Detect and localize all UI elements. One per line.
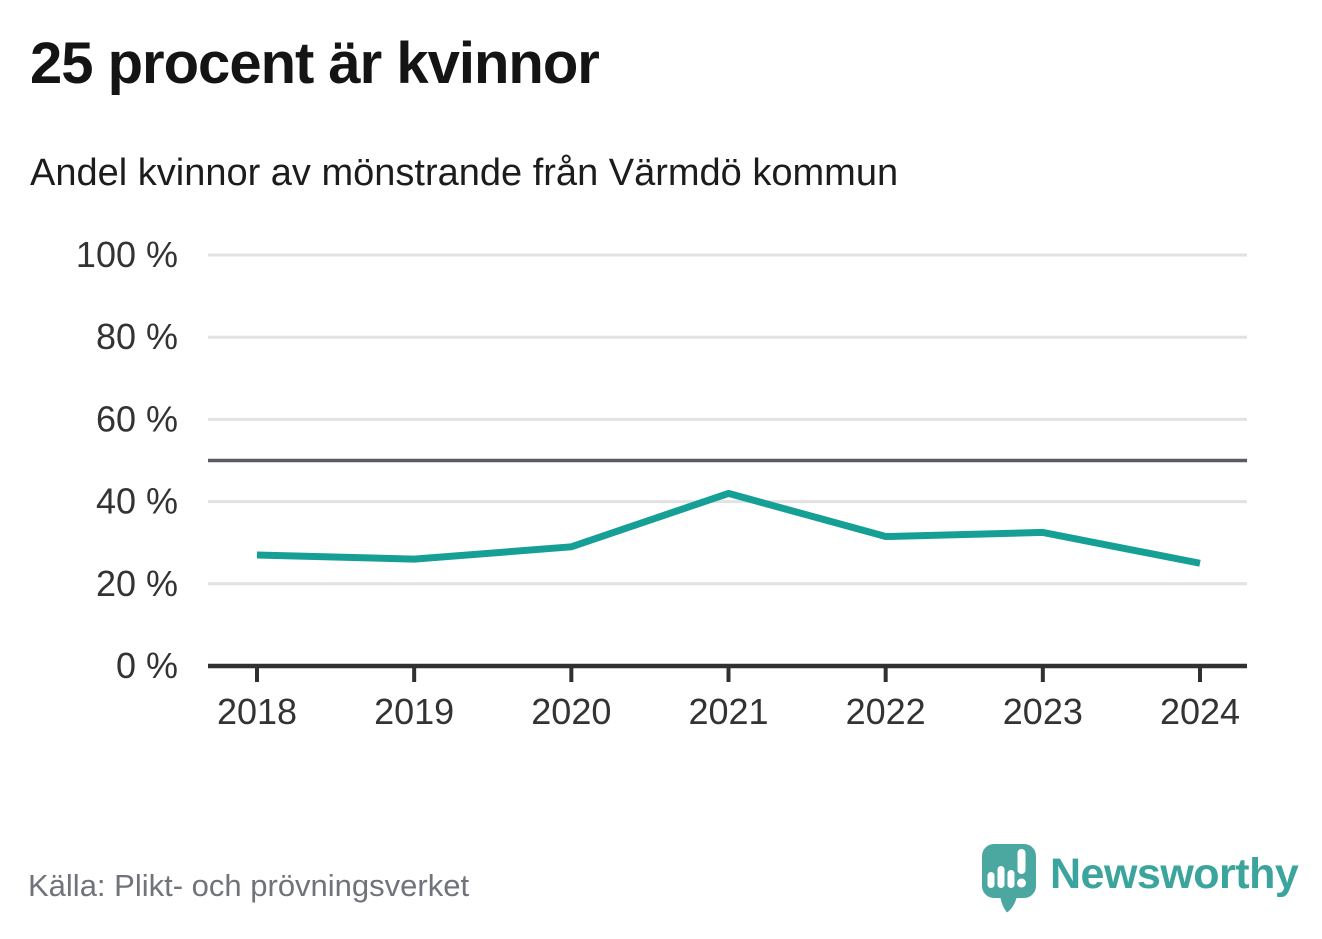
data-line xyxy=(256,489,1201,567)
logo-exclamation-dot xyxy=(1017,878,1026,888)
newsworthy-logo: Newsworthy xyxy=(978,842,1299,918)
y-axis-label: 20 % xyxy=(96,563,178,604)
source-attribution: Källa: Plikt- och prövningsverket xyxy=(28,868,470,903)
x-axis-label: 2022 xyxy=(846,691,926,732)
logo-bar-1 xyxy=(987,872,995,888)
logo-bar-3 xyxy=(1007,870,1015,888)
page-title: 25 procent är kvinnor xyxy=(30,31,600,96)
x-axis-label: 2023 xyxy=(1003,691,1083,732)
y-axis-label: 100 % xyxy=(76,234,178,275)
y-axis-label: 60 % xyxy=(96,398,178,439)
x-axis-label: 2019 xyxy=(374,691,454,732)
newsworthy-wordmark: Newsworthy xyxy=(1050,850,1299,898)
newsworthy-logo-icon xyxy=(982,844,1036,913)
x-axis-label: 2024 xyxy=(1160,691,1240,732)
x-axis-label: 2018 xyxy=(217,691,297,732)
logo-bar-2 xyxy=(997,866,1005,888)
y-axis-label: 80 % xyxy=(96,316,178,357)
logo-exclamation-bar xyxy=(1017,849,1026,874)
x-axis-label: 2020 xyxy=(531,691,611,732)
y-axis-label: 0 % xyxy=(116,645,178,686)
x-axis-label: 2021 xyxy=(688,691,768,732)
line-chart: 0 % 20 % 40 % 60 % 80 % 100 % 2018 2019 2020 2021… xyxy=(76,234,1247,732)
chart-subtitle: Andel kvinnor av mönstrande från Värmdö … xyxy=(30,152,899,194)
y-axis-label: 40 % xyxy=(96,481,178,522)
